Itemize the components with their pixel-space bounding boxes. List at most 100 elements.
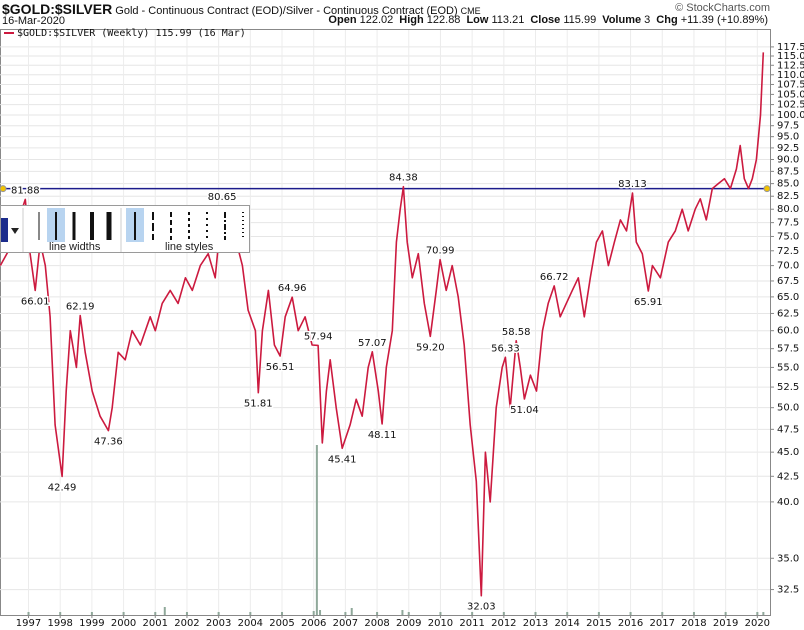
x-tick-label: 2008 [364,618,389,629]
quote-value: +11.39 (+10.89%) [680,14,768,26]
quote-value: 113.21 [491,14,525,26]
x-tick-label: 2014 [554,618,579,629]
y-tick-label: 117.5 [777,42,804,53]
reference-handle [763,185,771,193]
data-label: 56.33 [491,343,520,354]
volume-bar [281,612,284,615]
y-tick-label: 60.0 [777,326,799,337]
data-label: 64.96 [278,283,307,294]
volume-bar [122,612,125,615]
volume-bar [471,612,474,615]
data-label: 57.94 [304,331,333,342]
y-tick-label: 105.0 [777,89,804,100]
volume-bar [534,612,537,615]
data-label: 42.49 [48,482,77,493]
data-label: 65.91 [634,297,663,308]
volume-bar [762,612,765,615]
x-tick-label: 2002 [174,618,199,629]
date: 16-Mar-2020 [2,15,65,27]
y-tick-label: 45.0 [777,447,799,458]
y-tick-label: 115.0 [777,51,804,62]
price-line [0,52,765,597]
data-label: 70.99 [426,246,455,257]
y-tick-label: 65.0 [777,292,799,303]
exchange: CME [460,6,481,16]
volume-bar [629,612,632,615]
data-label: 84.38 [389,173,418,184]
data-label: 66.01 [21,296,50,307]
y-tick-label: 42.5 [777,471,799,482]
x-tick-label: 2003 [206,618,231,629]
volume-bar [163,607,166,615]
x-tick-label: 2015 [586,618,611,629]
y-tick-label: 102.5 [777,100,804,111]
x-tick-label: 1999 [79,618,104,629]
y-tick-label: 92.5 [777,143,799,154]
y-tick-label: 85.0 [777,179,799,190]
quote: Open 122.02 High 122.88 Low 113.21 Close 11… [322,14,768,26]
title-row: $GOLD:$SILVER Gold - Continuous Contract… [2,1,481,17]
volume-bar [401,610,404,615]
x-tick-label: 2017 [650,618,675,629]
legend-label: $GOLD:$SILVER (Weekly) 115.99 (16 Mar) [17,28,246,39]
x-tick-label: 2004 [238,618,263,629]
y-tick-label: 50.0 [777,403,799,414]
x-tick-label: 2018 [681,618,706,629]
volume-bar [185,612,188,615]
y-tick-label: 72.5 [777,246,799,257]
volume-bar [315,445,318,615]
data-label: 59.20 [416,342,445,353]
data-label: 32.03 [467,602,496,613]
volume-bar [597,612,600,615]
volume-bar [724,612,727,615]
y-tick-label: 100.0 [777,110,804,121]
data-label: 81.88 [11,185,40,196]
x-tick-label: 2012 [491,618,516,629]
volume-bar [90,612,93,615]
x-tick-label: 1997 [16,618,41,629]
y-tick-label: 57.5 [777,344,799,355]
volume-bar [319,610,322,615]
data-label: 66.72 [540,272,569,283]
y-tick-label: 77.5 [777,218,799,229]
x-tick-label: 2009 [396,618,421,629]
volume-bar [27,612,30,615]
quote-value: 122.02 [359,14,394,26]
line-style-toolbar[interactable]: line widths line styles [0,205,250,253]
data-label: 51.04 [510,405,539,416]
reference-handle [0,185,7,193]
volume-bar [661,612,664,615]
x-tick-label: 1998 [47,618,72,629]
volume-bar [344,612,347,615]
volume-bar [502,612,505,615]
styles-label: line styles [165,241,214,253]
volume-bar [59,612,62,615]
data-label: 62.19 [66,302,95,313]
quote-label: Chg [656,14,678,26]
volume-bar [154,612,157,615]
x-tick-label: 2011 [459,618,484,629]
quote-value: 122.88 [426,14,461,26]
legend: $GOLD:$SILVER (Weekly) 115.99 (16 Mar) [4,28,246,39]
volume-bar [376,612,379,615]
y-tick-label: 70.0 [777,261,799,272]
y-tick-label: 47.5 [777,424,799,435]
y-tick-label: 40.0 [777,497,799,508]
quote-label: High [399,14,424,26]
dropdown-arrow[interactable] [11,228,19,234]
y-tick-label: 97.5 [777,121,799,132]
data-label: 45.41 [328,454,357,465]
data-label: 57.07 [358,338,387,349]
quote-label: Close [530,14,561,26]
quote-value: 3 [644,14,651,26]
data-label: 51.81 [244,399,273,410]
color-swatch[interactable] [1,218,8,242]
volume-bar [249,612,252,615]
volume-bar [217,612,220,615]
x-tick-label: 2007 [333,618,358,629]
x-tick-label: 2013 [523,618,548,629]
widths-label: line widths [49,241,101,253]
volume-bar [350,608,353,615]
